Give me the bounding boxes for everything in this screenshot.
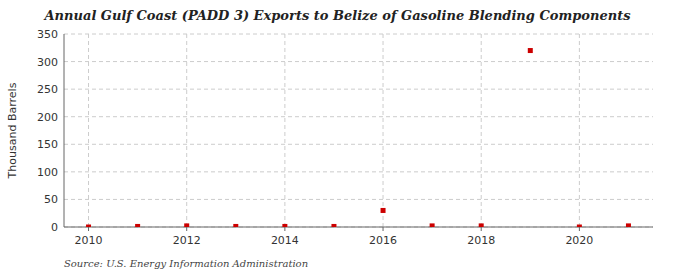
point [626,223,631,227]
x-axis-line [64,227,653,228]
y-tick-label: 250 [37,83,58,96]
y-axis-line [64,34,65,227]
x-grid-line [284,34,285,227]
x-tick-label: 2010 [75,234,103,247]
y-tick-label: 50 [44,193,58,206]
y-tick-label: 300 [37,56,58,69]
chart-svg: Annual Gulf Coast (PADD 3) Exports to Be… [0,0,675,275]
y-axis-label: Thousand Barrels [6,82,19,179]
y-grid-line [64,227,653,228]
point [135,224,140,227]
x-tick [88,227,89,231]
point [528,48,533,53]
x-tick-label: 2020 [565,234,593,247]
y-grid-line [64,199,653,200]
x-grid-line [186,34,187,227]
point [430,223,435,227]
point [577,225,582,228]
point [233,224,238,227]
x-grid-line [383,34,384,227]
y-grid-line [64,34,653,35]
point [479,223,484,227]
x-grid-line [481,34,482,227]
source-annotation: Source: U.S. Energy Information Administ… [64,258,308,269]
point [86,225,91,228]
point [184,223,189,227]
y-grid-line [64,144,653,145]
x-tick [579,227,580,231]
x-tick-label: 2014 [271,234,299,247]
x-tick [186,227,187,231]
x-tick [481,227,482,231]
x-tick [383,227,384,231]
axes: 2010 2012 2014 2016 2018 2020 0 50 100 150 200 250 3… [37,28,653,247]
points [86,48,631,227]
chart-container: Annual Gulf Coast (PADD 3) Exports to Be… [0,0,675,275]
y-grid-line [64,89,653,90]
y-tick-label: 0 [51,221,58,234]
point [282,224,287,227]
y-tick-label: 100 [37,166,58,179]
y-tick-label: 350 [37,28,58,41]
y-grid-line [64,61,653,62]
y-grid-line [64,171,653,172]
point [381,208,386,213]
y-tick-label: 150 [37,138,58,151]
point [331,224,336,227]
x-tick-label: 2012 [173,234,201,247]
x-tick [284,227,285,231]
title: Annual Gulf Coast (PADD 3) Exports to Be… [43,8,632,23]
x-grid-line [88,34,89,227]
y-tick-label: 200 [37,111,58,124]
y-grid-line [64,116,653,117]
grid [64,34,653,227]
x-tick-label: 2016 [369,234,397,247]
x-grid-line [579,34,580,227]
x-tick-label: 2018 [467,234,495,247]
